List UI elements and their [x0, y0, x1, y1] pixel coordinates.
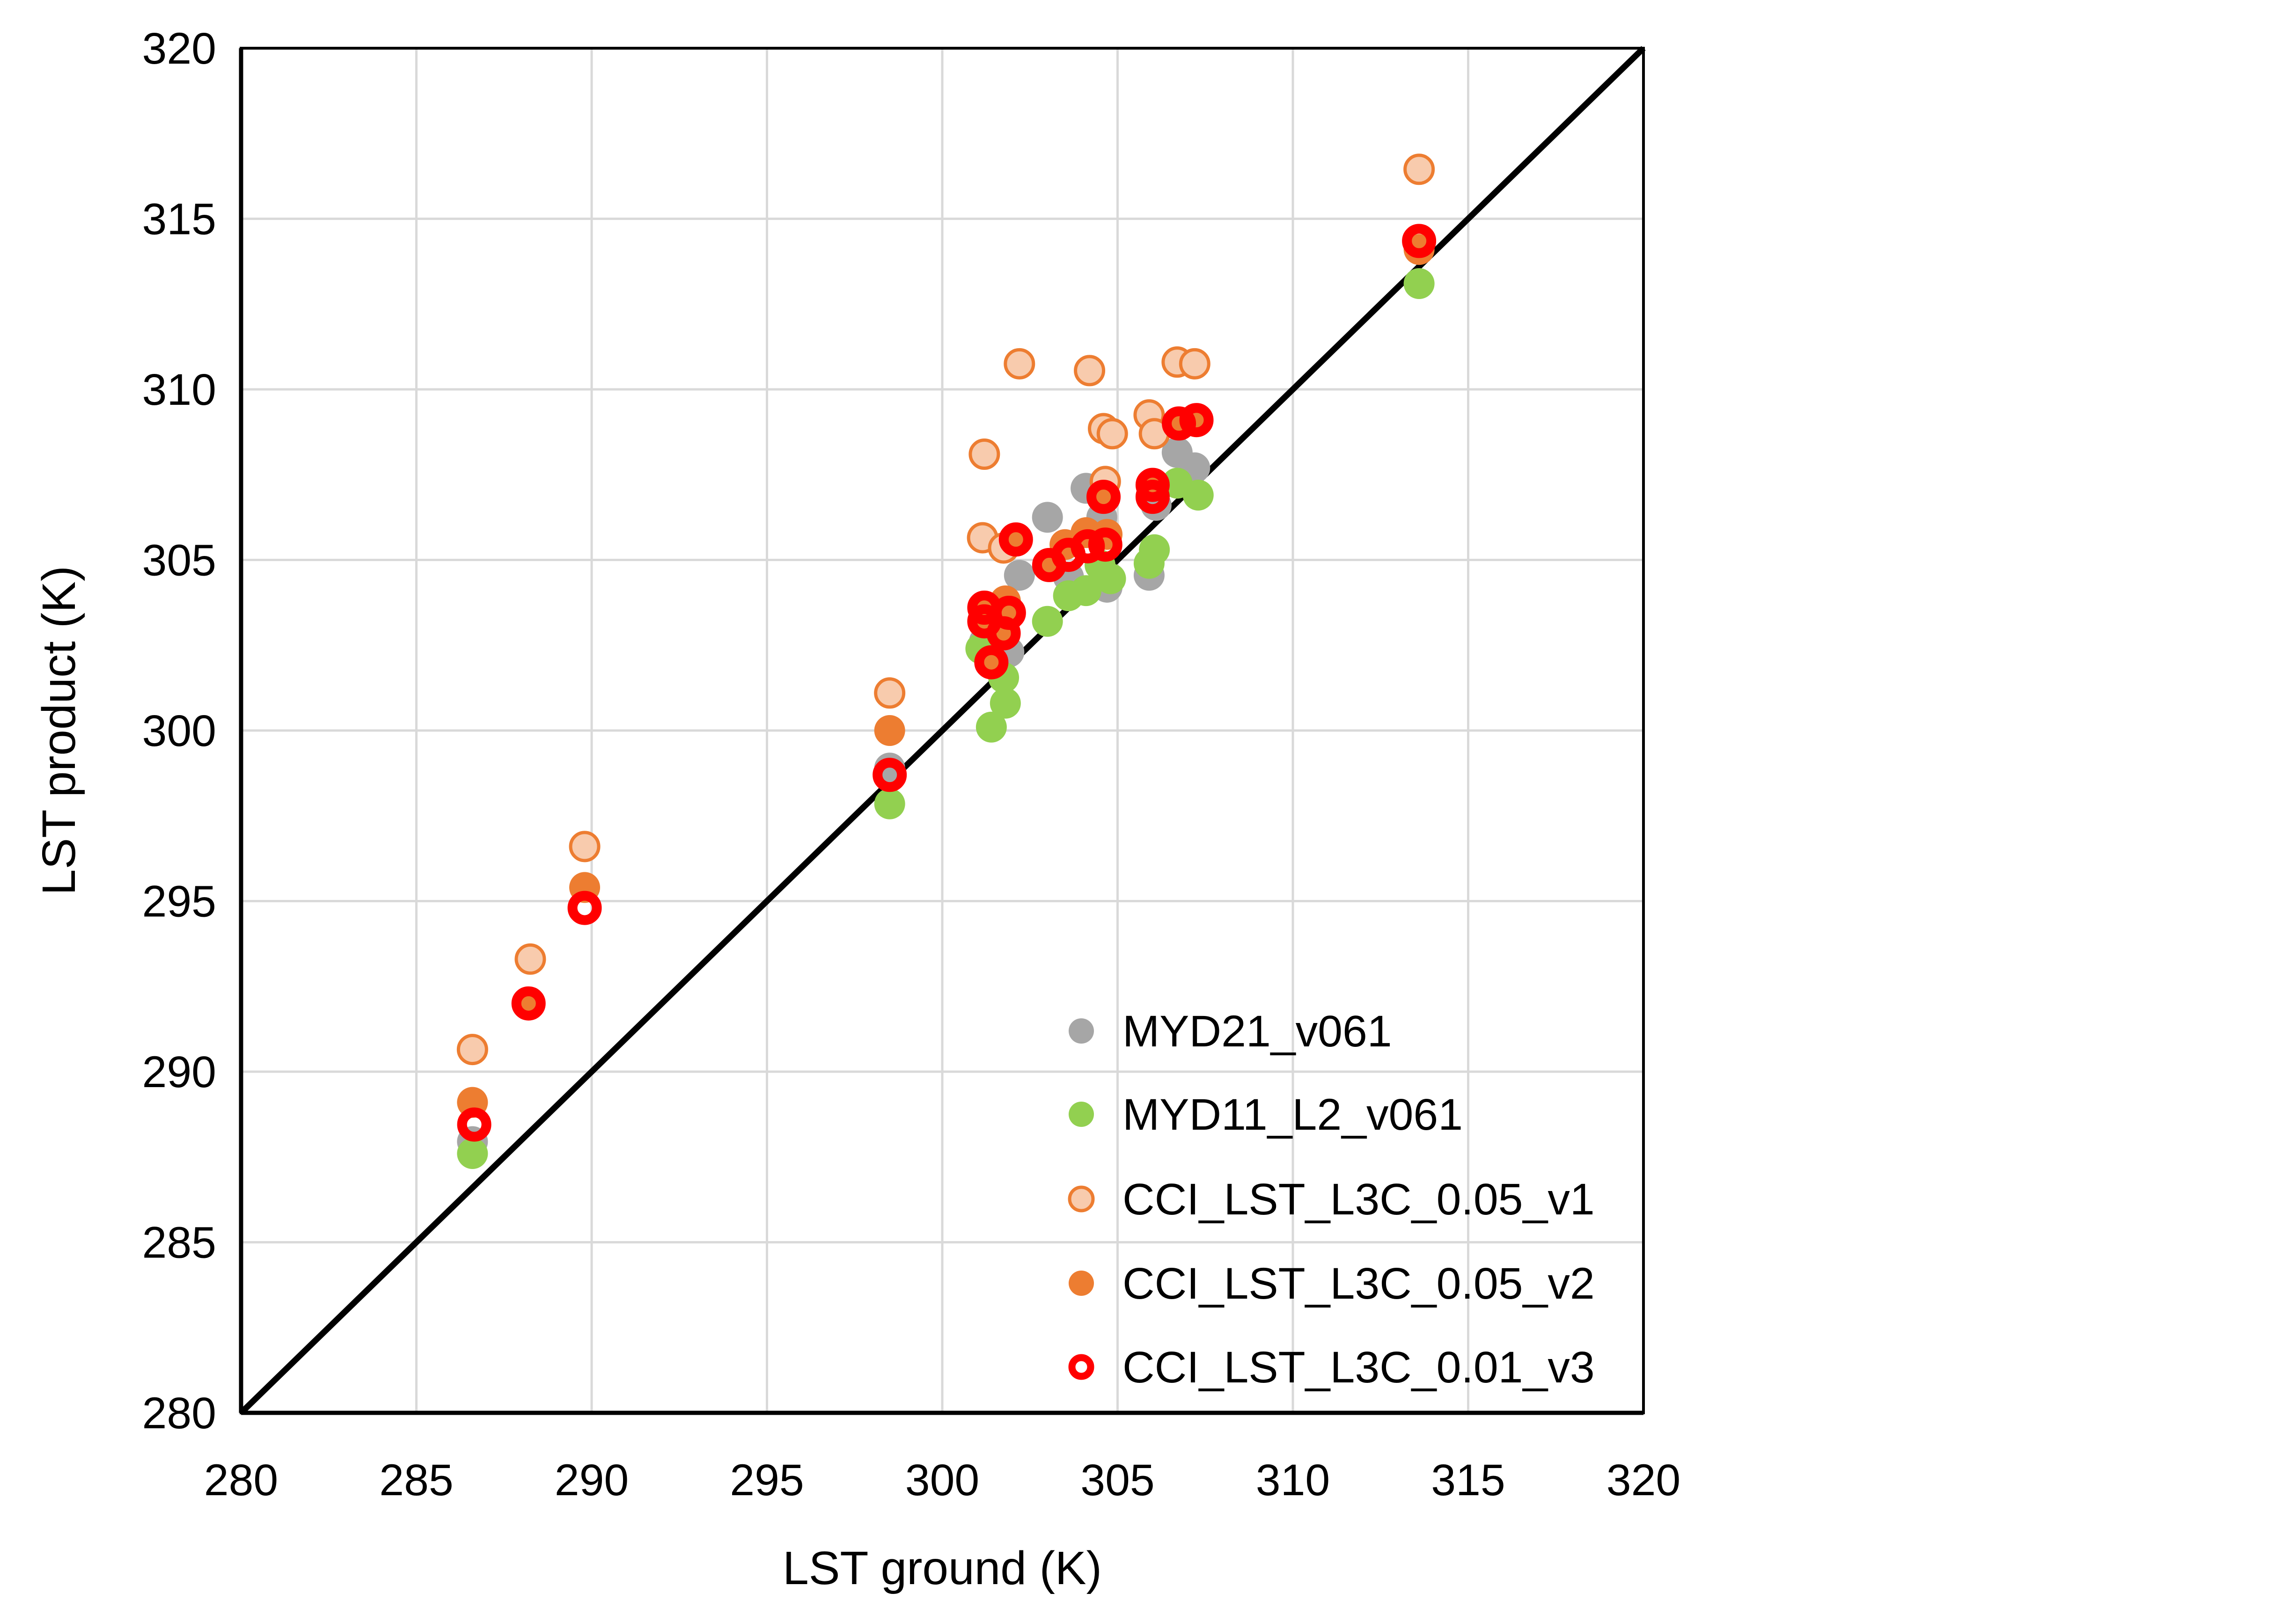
legend-entry-CCI_LST_L3C_0.05_v1: CCI_LST_L3C_0.05_v1 [1068, 1175, 1595, 1224]
y-tick-label: 320 [142, 24, 216, 73]
legend-entry-MYD21_v061: MYD21_v061 [1069, 1007, 1392, 1056]
data-point-CCI_LST_L3C_0.01_v3 [998, 522, 1033, 557]
data-point-CCI_LST_L3C_0.01_v3 [1179, 403, 1214, 438]
data-point-CCI_LST_L3C_0.05_v1 [514, 943, 546, 975]
data-point-MYD11_L2_v061 [1032, 606, 1063, 637]
data-point-CCI_LST_L3C_0.01_v3 [1088, 527, 1122, 562]
legend-label: MYD21_v061 [1122, 1007, 1392, 1056]
legend: MYD21_v061 MYD11_L2_v061 CCI_LST_L3C_0.05_… [1068, 1007, 1595, 1392]
data-point-MYD11_L2_v061 [1139, 534, 1170, 565]
x-tick-label: 285 [379, 1455, 454, 1505]
data-point-CCI_LST_L3C_0.05_v1 [1074, 355, 1106, 387]
x-tick-label: 315 [1431, 1455, 1505, 1505]
legend-entry-CCI_LST_L3C_0.01_v3: CCI_LST_L3C_0.01_v3 [1068, 1343, 1595, 1392]
y-axis-title: LST product (K) [33, 566, 85, 895]
x-tick-label: 280 [204, 1455, 279, 1505]
legend-marker-circle-icon [1069, 1271, 1094, 1296]
data-point-CCI_LST_L3C_0.05_v1 [1403, 153, 1435, 185]
series-CCI_LST_L3C_0.01_v3 [457, 224, 1437, 1142]
data-point-MYD11_L2_v061 [1071, 575, 1102, 607]
x-axis-title: LST ground (K) [783, 1542, 1102, 1594]
x-tick-label: 320 [1606, 1455, 1681, 1505]
data-point-CCI_LST_L3C_0.05_v1 [456, 1034, 488, 1066]
y-tick-label: 300 [142, 706, 216, 756]
data-point-MYD11_L2_v061 [990, 687, 1021, 719]
legend-entry-CCI_LST_L3C_0.05_v2: CCI_LST_L3C_0.05_v2 [1069, 1259, 1595, 1308]
legend-label: CCI_LST_L3C_0.05_v1 [1122, 1175, 1595, 1224]
data-point-MYD11_L2_v061 [1182, 479, 1214, 511]
data-point-MYD11_L2_v061 [1403, 268, 1435, 300]
data-point-MYD11_L2_v061 [457, 1138, 488, 1169]
data-point-CCI_LST_L3C_0.05_v1 [569, 831, 601, 862]
data-point-CCI_LST_L3C_0.05_v1 [874, 677, 906, 709]
data-point-CCI_LST_L3C_0.05_v1 [968, 438, 1000, 470]
y-tick-label: 310 [142, 365, 216, 415]
legend-label: CCI_LST_L3C_0.01_v3 [1122, 1343, 1595, 1392]
legend-marker-outlined-circle-icon [1068, 1185, 1095, 1213]
data-point-MYD21_v061 [1032, 502, 1063, 533]
plot-border [239, 47, 1645, 1415]
data-point-CCI_LST_L3C_0.01_v3 [873, 758, 907, 792]
series-CCI_LST_L3C_0.05_v2 [457, 234, 1435, 1118]
legend-label: CCI_LST_L3C_0.05_v2 [1122, 1259, 1595, 1308]
x-tick-label: 295 [730, 1455, 804, 1505]
axis-tick-labels: 280 285 290 295 300 305 310 315 320 280 285 290 295 3… [142, 24, 1680, 1505]
data-point-CCI_LST_L3C_0.05_v1 [1004, 348, 1035, 380]
data-point-CCI_LST_L3C_0.01_v3 [1071, 529, 1105, 563]
x-tick-label: 305 [1080, 1455, 1155, 1505]
data-point-CCI_LST_L3C_0.01_v3 [511, 986, 546, 1021]
series-CCI_LST_L3C_0.05_v1 [456, 153, 1435, 1066]
data-points-layer [456, 153, 1437, 1169]
legend-marker-ring-icon [1068, 1354, 1094, 1380]
legend-entry-MYD11_L2_v061: MYD11_L2_v061 [1069, 1090, 1463, 1140]
data-point-CCI_LST_L3C_0.05_v2 [874, 715, 905, 746]
x-tick-label: 290 [555, 1455, 629, 1505]
gridlines [241, 48, 1643, 1413]
data-point-CCI_LST_L3C_0.01_v3 [1402, 224, 1437, 258]
data-point-CCI_LST_L3C_0.01_v3 [457, 1107, 491, 1142]
data-point-CCI_LST_L3C_0.01_v3 [1135, 480, 1170, 514]
data-point-CCI_LST_L3C_0.01_v3 [974, 645, 1009, 680]
y-tick-label: 290 [142, 1047, 216, 1097]
x-tick-label: 300 [905, 1455, 980, 1505]
data-point-MYD11_L2_v061 [874, 788, 905, 819]
data-point-CCI_LST_L3C_0.01_v3 [1162, 406, 1196, 441]
data-point-CCI_LST_L3C_0.01_v3 [1086, 480, 1121, 514]
data-point-MYD11_L2_v061 [976, 711, 1007, 743]
data-point-CCI_LST_L3C_0.05_v1 [1179, 348, 1210, 380]
y-tick-label: 315 [142, 195, 216, 244]
y-tick-label: 280 [142, 1388, 216, 1438]
data-point-CCI_LST_L3C_0.01_v3 [567, 891, 602, 925]
legend-marker-circle-icon [1069, 1018, 1094, 1044]
legend-label: MYD11_L2_v061 [1122, 1090, 1463, 1140]
data-point-CCI_LST_L3C_0.05_v1 [1096, 418, 1128, 450]
x-tick-label: 310 [1256, 1455, 1330, 1505]
series-MYD11_L2_v061 [457, 268, 1435, 1169]
y-tick-label: 285 [142, 1218, 216, 1268]
y-tick-label: 295 [142, 877, 216, 927]
data-point-CCI_LST_L3C_0.01_v3 [991, 595, 1026, 630]
data-point-MYD11_L2_v061 [1095, 563, 1126, 594]
y-tick-label: 305 [142, 536, 216, 585]
data-point-MYD21_v061 [1004, 560, 1035, 591]
legend-marker-circle-icon [1069, 1102, 1094, 1127]
